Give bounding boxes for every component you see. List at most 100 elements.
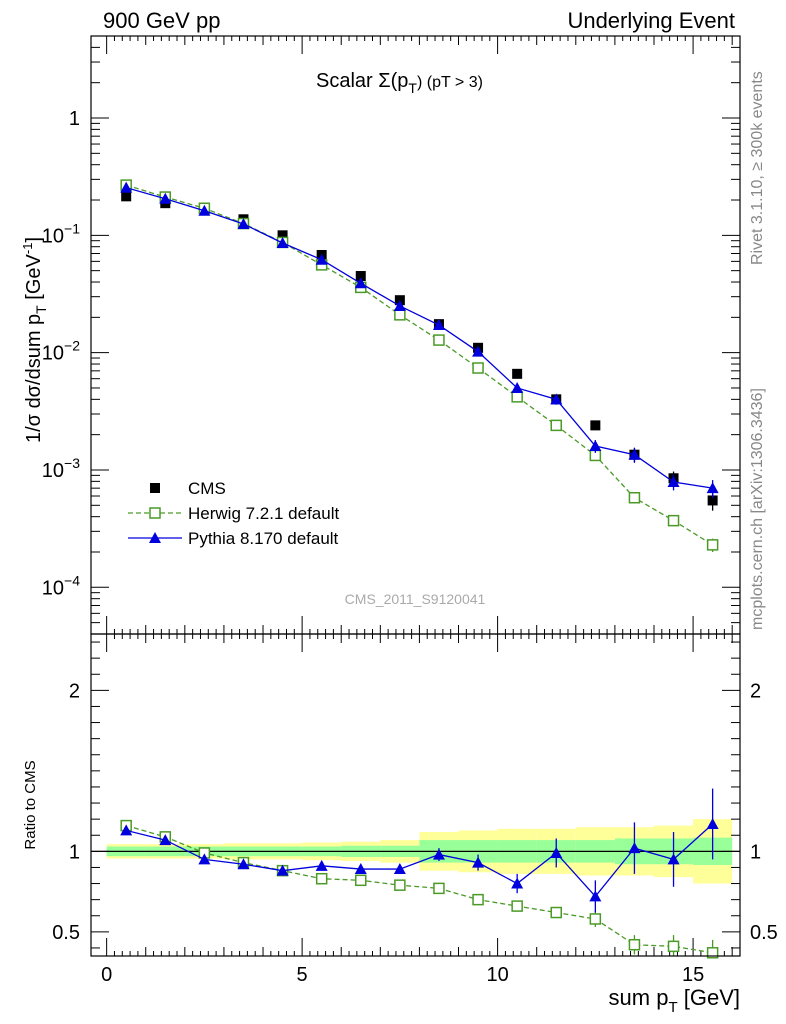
- ratio-point: [511, 900, 523, 912]
- ratio-point: [706, 817, 719, 829]
- ratio-point: [355, 874, 367, 887]
- data-point: [121, 191, 132, 202]
- ratio-point: [315, 872, 328, 885]
- legend-label: Herwig 7.2.1 default: [188, 504, 339, 523]
- data-point: [355, 271, 366, 282]
- data-point: [706, 539, 719, 551]
- main-title: Scalar Σ(pT) (pT > 3): [316, 70, 483, 96]
- ratio-y-axis-label: Ratio to CMS: [22, 760, 39, 849]
- ratio-point: [315, 859, 328, 871]
- ratio-point: [628, 938, 641, 951]
- ylabel-sub: T: [33, 305, 49, 314]
- x-tick-label: 0: [101, 964, 112, 986]
- data-point: [394, 309, 406, 321]
- x-axis-label: sum pT [GeV]: [609, 985, 740, 1016]
- ratio-point: [472, 893, 484, 906]
- ratio-series-line-1: [126, 823, 714, 898]
- data-point: [589, 440, 602, 452]
- data-point: [512, 368, 523, 379]
- header-left-title: 900 GeV pp: [103, 8, 220, 33]
- legend-marker: [149, 507, 161, 519]
- ratio-point: [393, 863, 406, 875]
- ratio-frame: [90, 633, 741, 957]
- data-point: [120, 181, 133, 193]
- legend-label: Pythia 8.170 default: [188, 529, 339, 548]
- data-point: [628, 491, 641, 504]
- main-title-sub: T: [408, 80, 417, 96]
- ratio-y-tick-label: 0.5: [52, 922, 80, 944]
- data-point: [277, 230, 288, 241]
- ratio-point: [667, 853, 680, 865]
- data-point: [550, 393, 563, 405]
- xlabel-unit: [GeV]: [678, 985, 740, 1010]
- data-point: [237, 217, 250, 229]
- legend-marker: [149, 532, 161, 543]
- x-tick-label: 5: [297, 964, 308, 986]
- ratio-point: [589, 890, 602, 902]
- ylabel-text: 1/σ dσ/dsum p: [23, 314, 45, 443]
- ylabel-unit: [GeV: [23, 253, 45, 305]
- ratio-point: [354, 863, 367, 875]
- rivet-label: Rivet 3.1.10, ≥ 300k events: [749, 71, 766, 265]
- ratio-point: [706, 947, 719, 959]
- y-tick-label: 10−3: [42, 455, 80, 482]
- ratio-y-tick-label: 2: [69, 680, 80, 702]
- legend: CMS Herwig 7.2.1 default Pythia 8.170 defa…: [128, 479, 339, 548]
- xlabel-sub: T: [668, 999, 677, 1016]
- ratio-point: [198, 853, 211, 865]
- ratio-point: [432, 848, 445, 860]
- ratio-point: [276, 864, 289, 876]
- mcplots-label: mcplots.cern.ch [arXiv:1306.3436]: [749, 388, 766, 630]
- data-point: [159, 192, 172, 204]
- ratio-y-tick-label-right: 0.5: [750, 922, 778, 944]
- data-point: [472, 345, 485, 357]
- data-point: [667, 475, 680, 487]
- ratio-panel: Ratio to CMS 0 5 10 15 2 2 1 1 0.5 0.5 sum pT [Ge…: [22, 633, 778, 1016]
- main-title-text: Scalar Σ(p: [316, 70, 408, 92]
- data-point: [706, 482, 719, 494]
- main-title-tail: ) (pT > 3): [417, 74, 483, 91]
- header-right-title: Underlying Event: [567, 8, 735, 33]
- ratio-point: [550, 846, 563, 858]
- data-point: [472, 362, 484, 374]
- legend-label: CMS: [188, 479, 226, 498]
- data-point: [511, 391, 523, 403]
- ratio-plot-area: 0 5 10 15 2 2 1 1 0.5 0.5: [52, 634, 778, 986]
- data-point: [590, 420, 601, 431]
- ratio-point: [472, 856, 485, 868]
- main-plot-area: 1 10−1 10−2 10−3 10−4: [42, 35, 740, 635]
- ratio-point: [433, 882, 445, 895]
- data-point: [550, 419, 562, 432]
- ratio-y-tick-label-right: 1: [750, 841, 761, 863]
- data-point: [198, 204, 211, 216]
- ratio-point: [550, 906, 562, 919]
- ratio-y-tick-label-right: 2: [750, 680, 761, 702]
- ratio-y-tick-label: 1: [69, 841, 80, 863]
- y-tick-label: 10−4: [42, 572, 80, 599]
- ratio-point: [667, 940, 680, 953]
- data-point: [628, 448, 641, 460]
- data-point: [393, 299, 406, 311]
- data-point: [354, 277, 367, 289]
- ratio-point: [511, 877, 524, 889]
- ratio-point: [120, 824, 133, 836]
- series-line-2: [126, 187, 713, 489]
- data-point: [667, 514, 680, 527]
- ratio-point: [237, 858, 250, 870]
- ratio-point: [394, 879, 406, 891]
- y-tick-label: 10−2: [42, 338, 80, 365]
- ylabel-close: ]: [23, 237, 45, 243]
- xlabel-text: sum p: [609, 985, 669, 1010]
- data-point: [433, 334, 445, 346]
- ratio-point: [589, 913, 602, 925]
- data-point: [315, 253, 328, 265]
- y-tick-label: 10−1: [42, 220, 80, 247]
- x-tick-label: 10: [486, 964, 508, 986]
- ylabel-sup: -1: [20, 243, 35, 255]
- ratio-point: [159, 834, 172, 846]
- main-y-axis-label: 1/σ dσ/dsum pT [GeV-1]: [20, 237, 49, 443]
- ratio-point: [628, 842, 641, 854]
- data-point: [432, 319, 445, 331]
- data-point: [276, 237, 289, 249]
